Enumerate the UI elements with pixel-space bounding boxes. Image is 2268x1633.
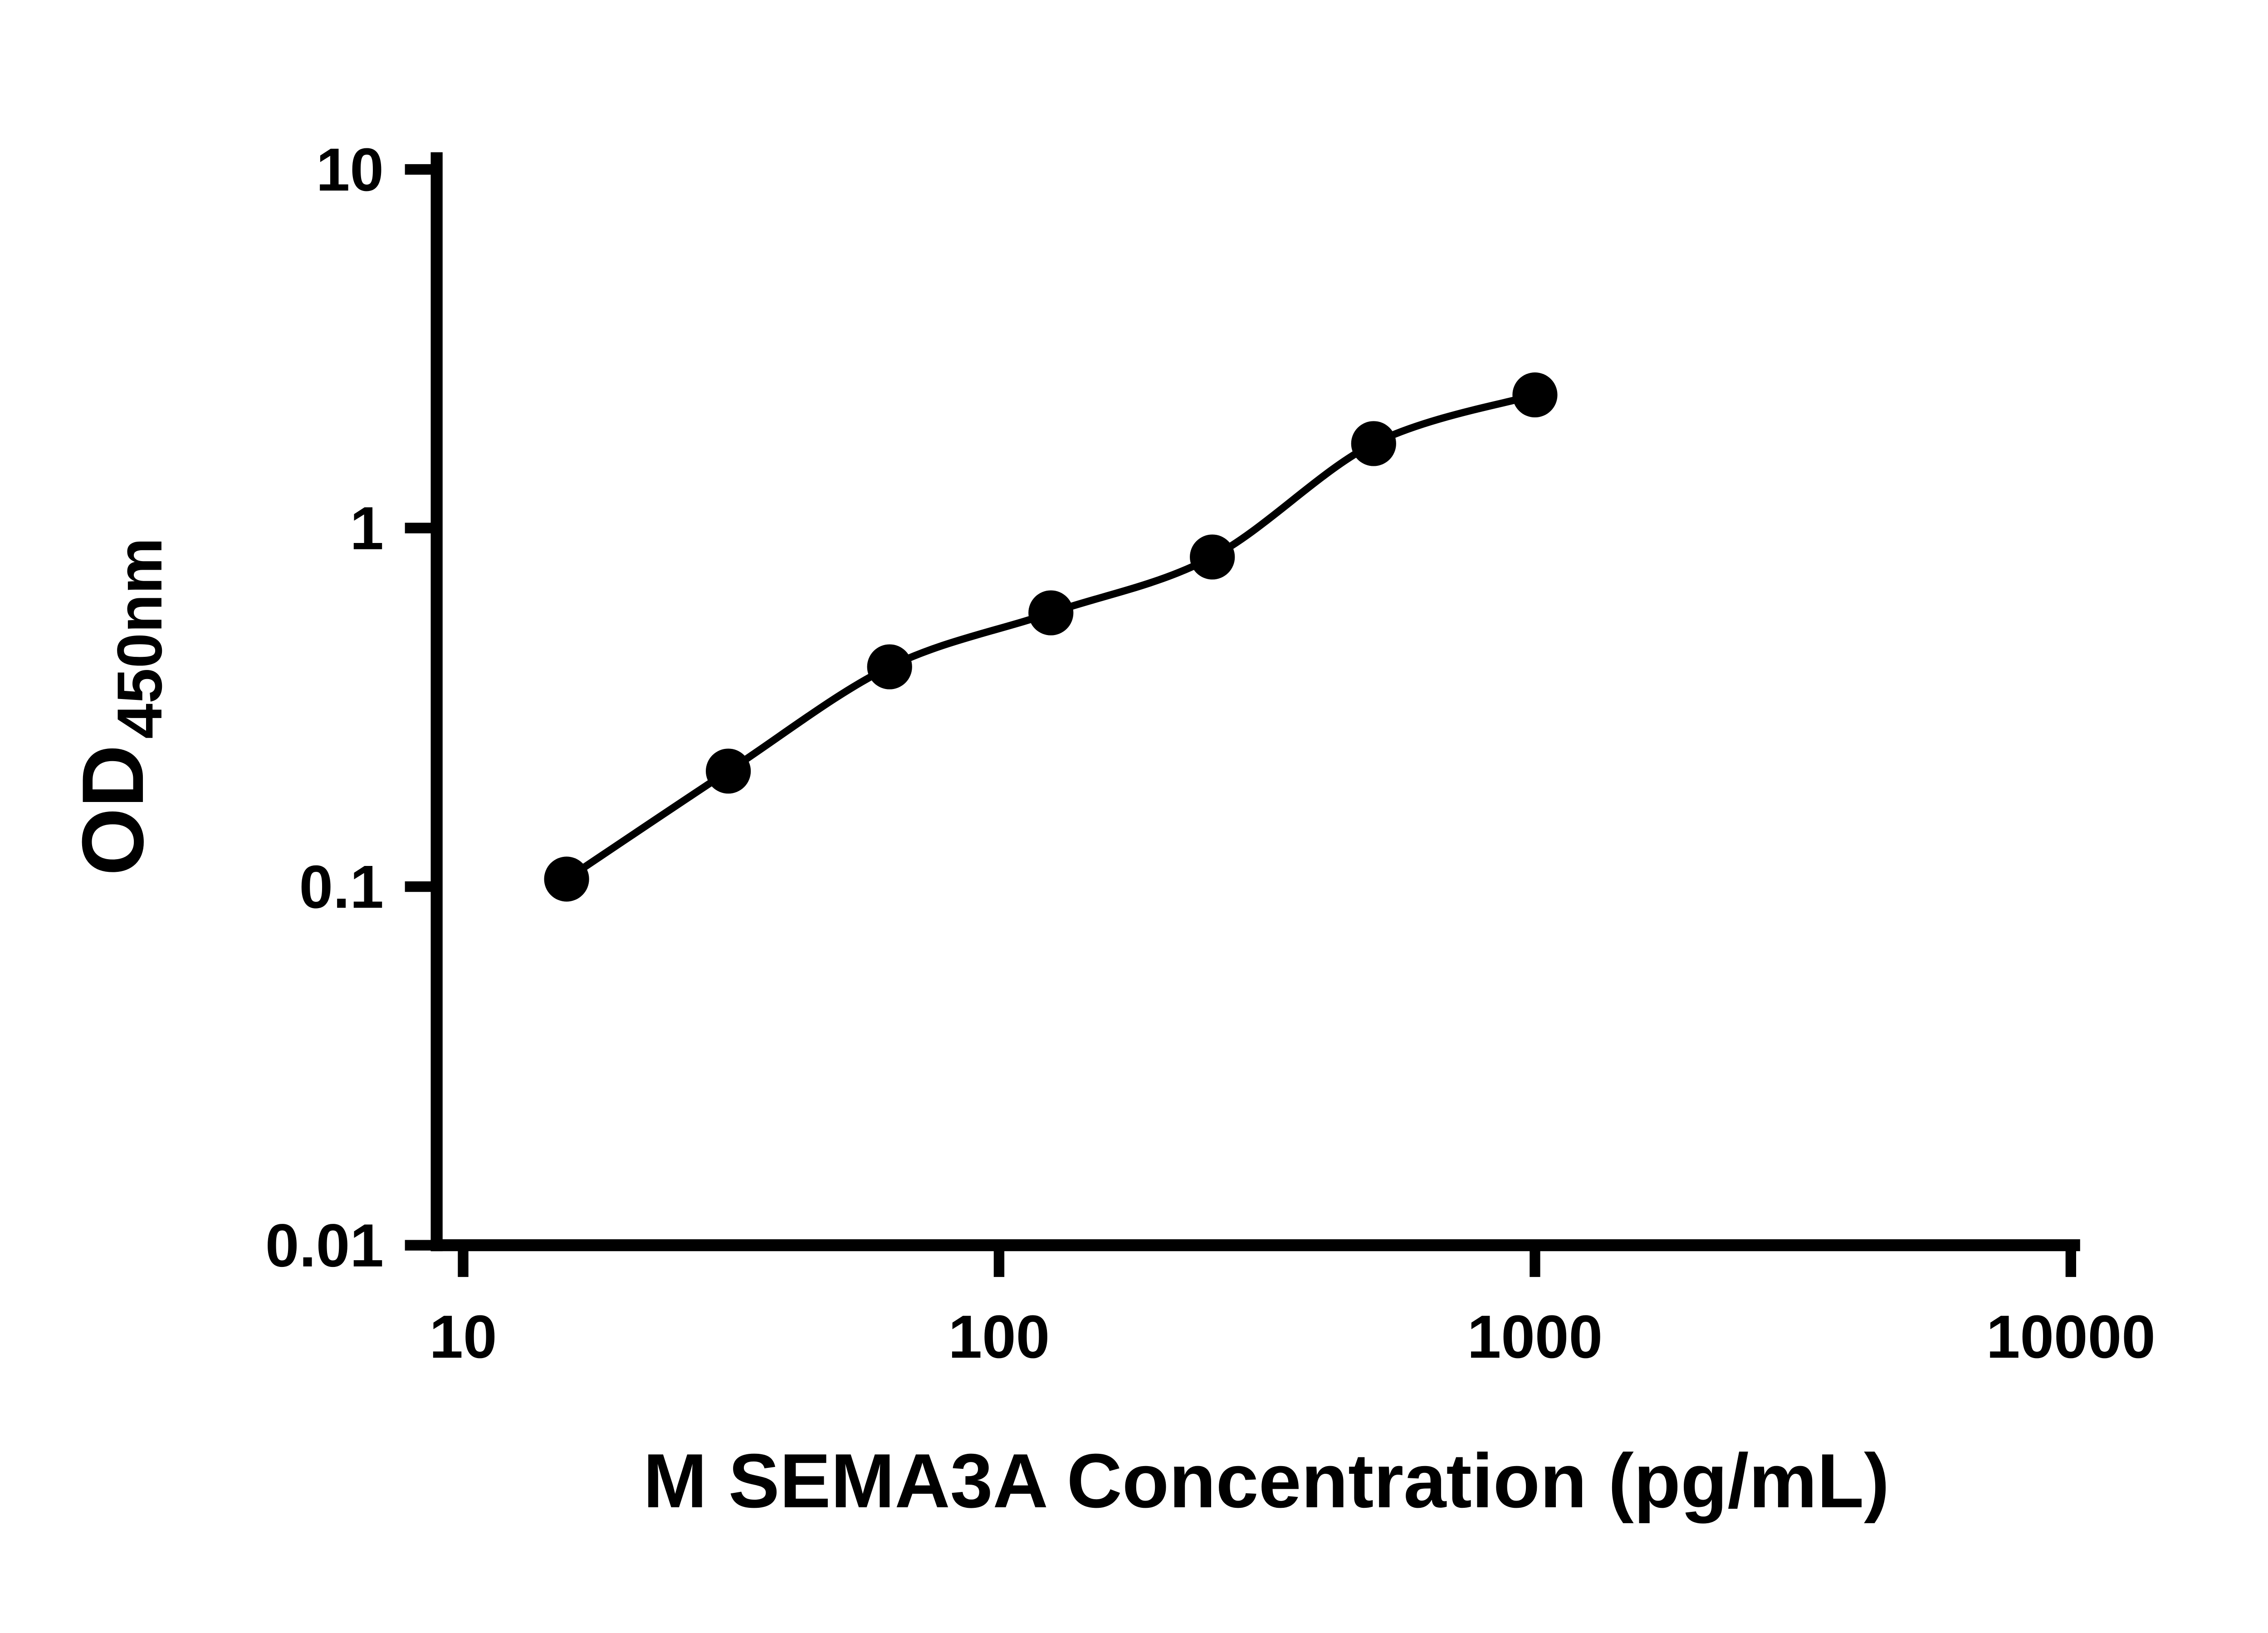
- y-tick-label: 0.01: [265, 1212, 384, 1280]
- x-tick-label: 1000: [1467, 1303, 1603, 1371]
- trend-line: [564, 391, 1536, 882]
- y-tick-label: 0.1: [299, 853, 384, 921]
- y-tick-label: 1: [350, 495, 384, 562]
- data-point: [867, 644, 912, 689]
- y-axis-title: OD 450nm: [64, 538, 175, 875]
- data-point: [1512, 372, 1558, 418]
- data-point: [1351, 421, 1396, 466]
- data-point: [544, 856, 589, 902]
- y-tick-label: 10: [316, 136, 384, 204]
- y-axis-title-main: OD: [64, 745, 161, 876]
- plot-area: 10 100 1000 10000 0.01 0.1 1 10: [265, 136, 2156, 1371]
- x-tick-label: 10000: [1986, 1303, 2156, 1371]
- data-point: [1028, 590, 1074, 636]
- x-tick-label: 10: [429, 1303, 497, 1371]
- y-axis-title-subscript: 450nm: [104, 538, 175, 739]
- x-axis-title: M SEMA3A Concentration (pg/mL): [643, 1438, 1890, 1524]
- data-point: [1190, 534, 1235, 580]
- data-point: [706, 748, 751, 794]
- x-tick-label: 100: [948, 1303, 1050, 1371]
